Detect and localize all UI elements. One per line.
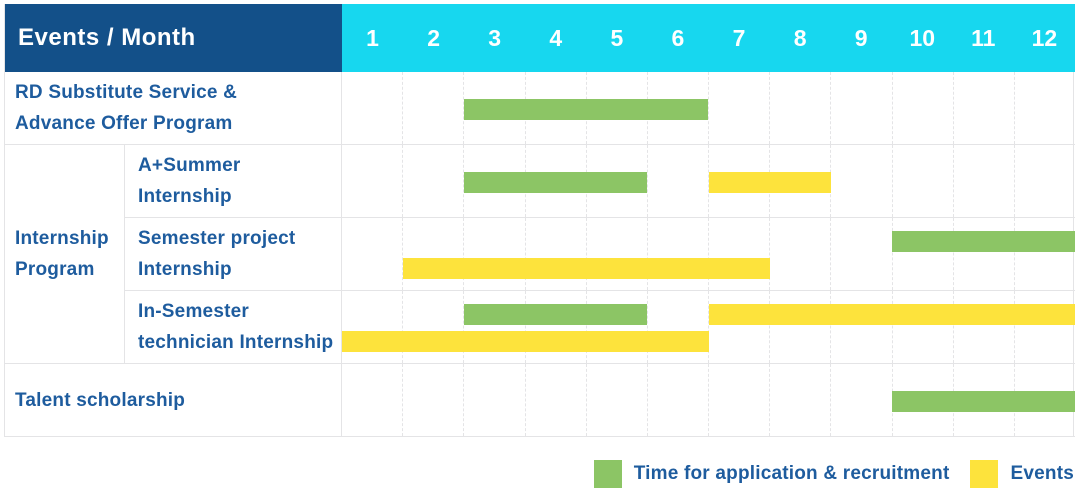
month-gridcell: [831, 145, 893, 217]
month-gridcell: [1015, 291, 1075, 363]
legend-label-events: Events: [1010, 463, 1074, 484]
month-tick-8: 8: [793, 24, 807, 51]
month-gridcell: [648, 364, 710, 436]
month-axis: 1 2 3 4 5 6 7 8 9 10 11 12: [342, 4, 1075, 72]
timeline-row-a-plus-summer-internship: [342, 145, 1075, 218]
month-gridcell: [709, 72, 771, 144]
legend: Time for application & recruitment Event…: [593, 460, 1074, 488]
month-gridcell: [893, 72, 954, 144]
month-gridcell: [464, 364, 526, 436]
row-label-semester-project-internship: Semester project Internship: [125, 218, 342, 291]
table-header-title: Events / Month: [5, 4, 342, 72]
timeline-row-in-semester-technician-internship: [342, 291, 1075, 364]
application-bar: [464, 304, 648, 325]
month-gridcell: [403, 364, 465, 436]
month-gridcell: [831, 72, 893, 144]
month-gridcell: [648, 145, 710, 217]
month-gridcell: [831, 218, 893, 290]
event-bar: [342, 331, 709, 352]
row-label-rd-substitute-service: RD Substitute Service & Advance Offer Pr…: [5, 72, 342, 145]
row-label-talent-scholarship: Talent scholarship: [5, 364, 342, 437]
application-green-swatch: [593, 460, 622, 488]
month-gridcell: [893, 218, 954, 290]
month-gridcell: [464, 218, 526, 290]
month-gridcell: [770, 364, 832, 436]
month-gridcell: [526, 291, 587, 363]
month-gridcell: [831, 364, 893, 436]
application-bar: [464, 172, 648, 193]
month-gridlines: [342, 291, 1075, 363]
timeline-row-talent-scholarship: [342, 364, 1075, 437]
month-gridcell: [587, 218, 648, 290]
application-bar: [464, 99, 709, 120]
events-month-table: Events / Month 1 2 3 4 5 6 7 8 9 10 11 1…: [4, 4, 1075, 437]
month-gridcell: [954, 291, 1015, 363]
month-gridcell: [770, 218, 832, 290]
month-gridcell: [893, 145, 954, 217]
month-gridcell: [893, 291, 954, 363]
month-gridlines: [342, 72, 1075, 144]
legend-item-application: Time for application & recruitment: [593, 460, 950, 488]
month-gridcell: [954, 145, 1015, 217]
month-gridcell: [526, 218, 587, 290]
application-bar: [891, 391, 1075, 412]
month-gridcell: [587, 291, 648, 363]
month-gridcell: [403, 291, 465, 363]
month-gridcell: [1015, 145, 1075, 217]
row-label-a-plus-summer-internship: A+Summer Internship: [125, 145, 342, 218]
month-gridcell: [770, 145, 832, 217]
month-gridcell: [648, 72, 710, 144]
legend-item-events: Events: [970, 460, 1074, 488]
month-tick-3: 3: [488, 24, 502, 51]
month-gridcell: [526, 364, 587, 436]
event-bar: [708, 172, 831, 193]
event-bar: [403, 258, 770, 279]
timeline-row-rd-substitute-service: [342, 72, 1075, 145]
month-gridlines: [342, 218, 1075, 290]
timeline-row-semester-project-internship: [342, 218, 1075, 291]
legend-label-application: Time for application & recruitment: [633, 463, 950, 484]
month-gridcell: [403, 218, 465, 290]
month-gridcell: [1015, 72, 1075, 144]
month-gridcell: [709, 291, 771, 363]
group-label-internship-program: Internship Program: [5, 145, 125, 364]
events-yellow-swatch: [970, 460, 999, 488]
month-gridcell: [1015, 218, 1075, 290]
month-gridcell: [342, 218, 404, 290]
month-tick-2: 2: [427, 24, 441, 51]
event-bar: [708, 304, 1075, 325]
month-gridcell: [709, 364, 771, 436]
month-gridcell: [464, 291, 526, 363]
month-tick-4: 4: [549, 24, 563, 51]
month-gridcell: [342, 72, 404, 144]
month-gridcell: [770, 72, 832, 144]
month-tick-1: 1: [366, 24, 379, 51]
month-tick-11: 11: [971, 24, 996, 51]
month-gridcell: [709, 218, 771, 290]
month-gridcell: [831, 291, 893, 363]
month-gridcell: [587, 364, 648, 436]
month-gridcell: [342, 291, 404, 363]
month-gridcell: [648, 218, 710, 290]
row-label-in-semester-technician-internship: In-Semester technician Internship: [125, 291, 342, 364]
month-tick-12: 12: [1031, 24, 1058, 51]
month-gridcell: [342, 145, 404, 217]
month-gridcell: [648, 291, 710, 363]
month-gridcell: [954, 72, 1015, 144]
month-tick-7: 7: [732, 24, 746, 51]
month-tick-6: 6: [671, 24, 685, 51]
month-gridcell: [954, 218, 1015, 290]
month-gridcell: [770, 291, 832, 363]
month-tick-9: 9: [854, 24, 868, 51]
month-gridcell: [403, 72, 465, 144]
month-tick-10: 10: [909, 24, 936, 51]
application-bar: [891, 231, 1075, 252]
month-tick-5: 5: [610, 24, 624, 51]
month-gridcell: [403, 145, 465, 217]
month-gridcell: [342, 364, 404, 436]
